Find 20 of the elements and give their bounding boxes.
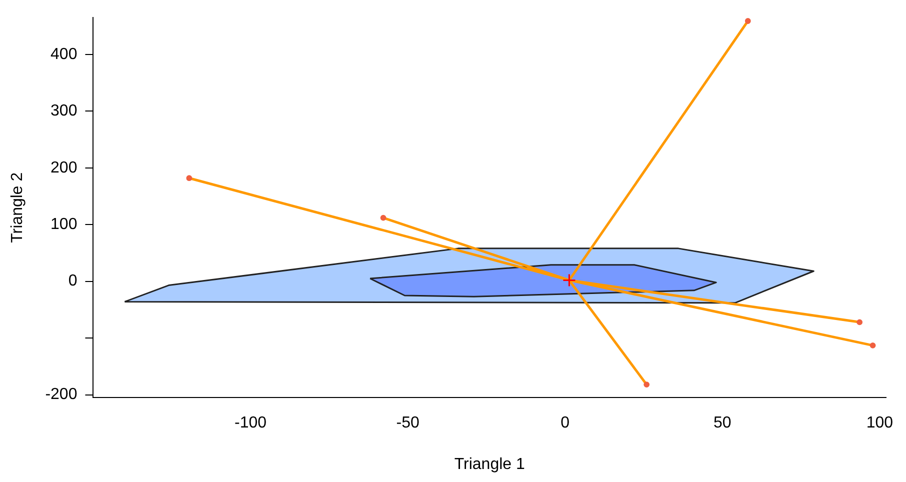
y-tick-label: 300 bbox=[50, 102, 78, 120]
point bbox=[744, 18, 751, 24]
y-tick-label: -200 bbox=[45, 386, 78, 404]
point bbox=[186, 175, 192, 182]
point bbox=[870, 342, 876, 348]
x-axis-title: Triangle 1 bbox=[454, 456, 525, 473]
point bbox=[380, 214, 386, 221]
y-axis-title: Triangle 2 bbox=[9, 172, 26, 243]
x-tick-label: 100 bbox=[866, 414, 894, 432]
x-tick-label: 0 bbox=[560, 414, 570, 432]
point bbox=[562, 273, 576, 287]
y-tick-label: 100 bbox=[50, 216, 78, 234]
point bbox=[644, 382, 650, 388]
y-tick-label: 0 bbox=[68, 272, 78, 290]
point bbox=[856, 319, 863, 326]
y-tick-label: 400 bbox=[50, 46, 78, 63]
y-tick-label: 200 bbox=[50, 159, 78, 176]
x-tick-label: -50 bbox=[396, 414, 420, 432]
x-tick-label: -100 bbox=[234, 414, 267, 432]
x-tick-label: 50 bbox=[714, 414, 732, 432]
